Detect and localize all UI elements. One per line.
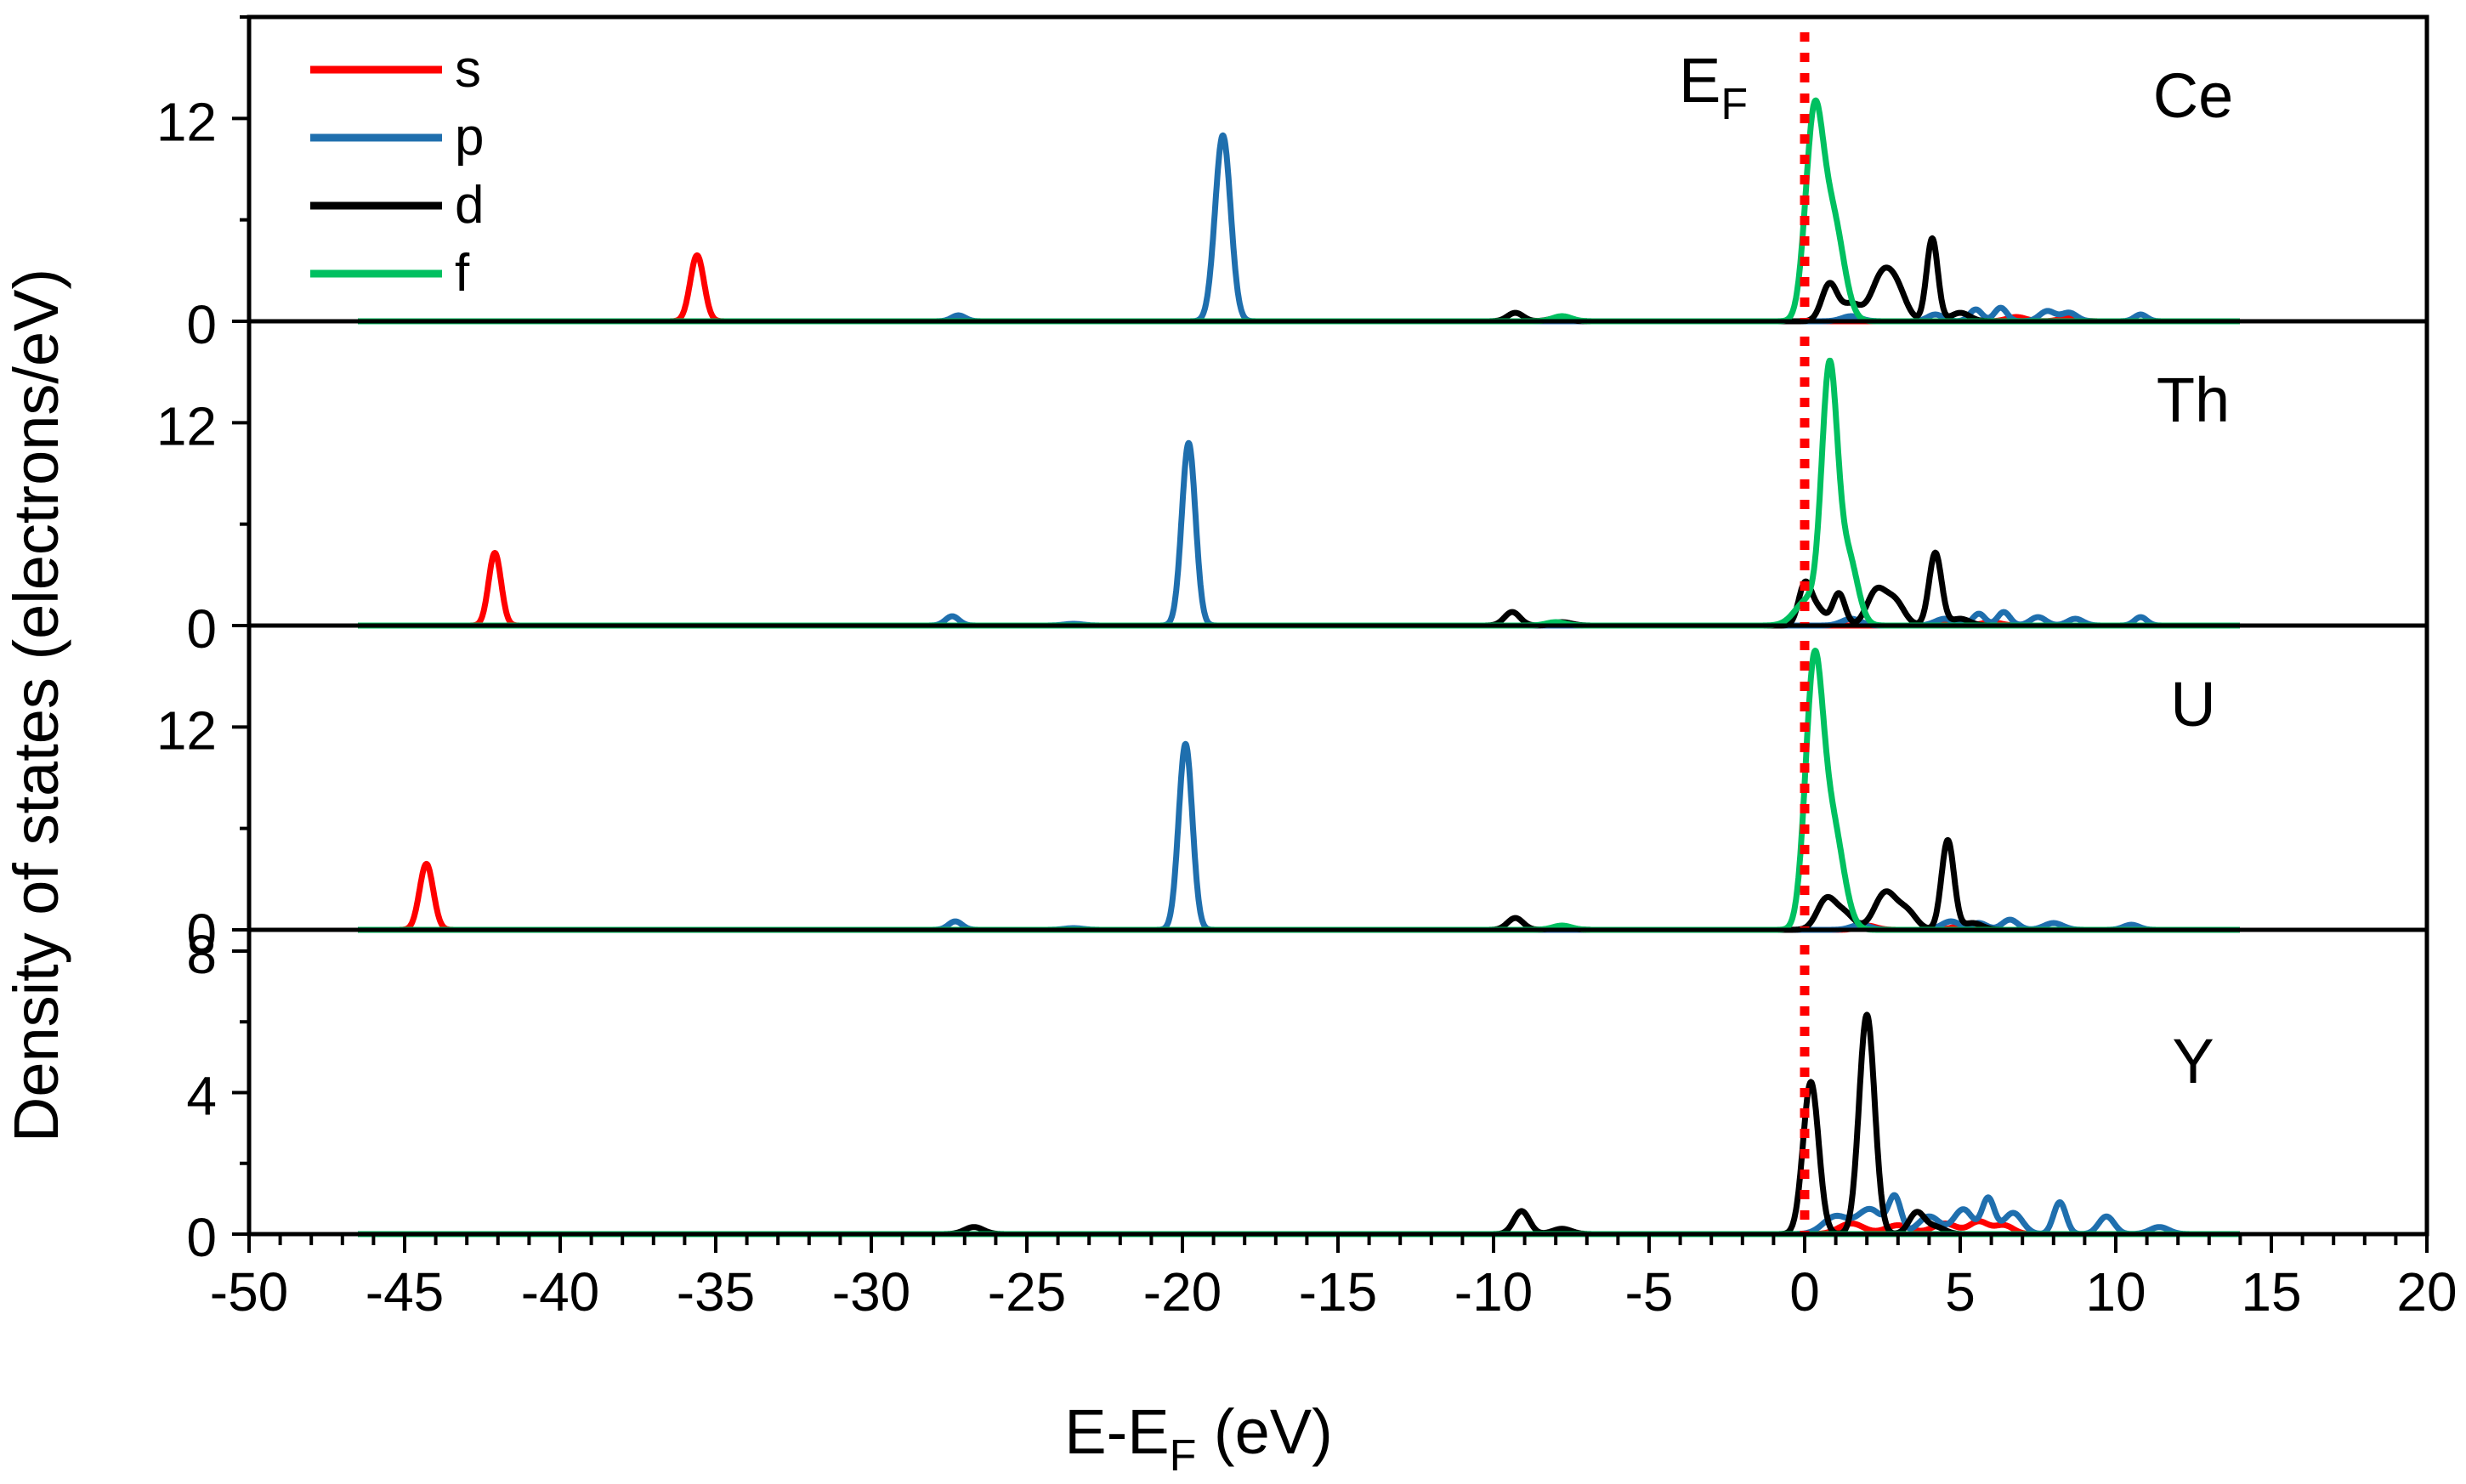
panel-frame-th [247,319,2429,628]
legend-label-p: p [455,108,484,167]
y-tick-label-th: 12 [156,395,217,456]
legend-label-d: d [455,176,484,235]
x-tick-label: 5 [1945,1261,1976,1323]
panel-label-y: Y [2172,1026,2214,1096]
x-tick-label: -50 [210,1261,289,1323]
x-tick-label: 0 [1789,1261,1820,1323]
series-line-d-y [355,1011,2242,1238]
x-tick-label: -30 [832,1261,911,1323]
series-line-s-th [355,550,2242,629]
panel-ce: 0 12 Ce [156,14,2429,355]
series-line-f-ce [355,97,2242,325]
x-axis-label-unit: (eV) [1196,1396,1332,1467]
panels-group: 0 12 Ce 0 12 Th 0 12 U 0 4 8 Y [156,14,2429,1268]
panel-u: 0 12 U [156,623,2429,964]
y-tick-label-y: 4 [186,1065,217,1126]
legend-label-f: f [455,244,470,303]
x-tick-label: -20 [1143,1261,1222,1323]
x-tick-label: 20 [2396,1261,2457,1323]
panel-y: 0 4 8 Y [186,924,2429,1268]
x-tick-label: -35 [677,1261,756,1323]
y-tick-label-th: 0 [186,598,217,660]
series-line-f-th [355,357,2242,629]
fermi-label: EF [1679,45,1748,129]
x-axis: -50 -45 -40 -35 -30 -25 -20 -15 -10 -5 0 5 10 15 20 [210,1234,2457,1323]
panel-label-u: U [2170,669,2215,739]
x-tick-label: 15 [2241,1261,2301,1323]
series-line-d-ce [355,235,2242,325]
x-axis-label: E-EF (eV) [1064,1396,1332,1481]
y-tick-label-y: 8 [186,924,217,985]
x-tick-label: -45 [366,1261,445,1323]
y-tick-label-u: 0 [186,903,217,964]
panel-frame-ce [247,14,2429,324]
y-tick-label-u: 12 [156,700,217,761]
panel-frame-u [247,623,2429,932]
fermi-label-subscript: F [1721,80,1748,129]
x-tick-label: 10 [2085,1261,2146,1323]
series-line-p-th [355,439,2242,629]
panel-label-ce: Ce [2153,60,2234,131]
series-line-p-ce [355,132,2242,325]
x-tick-label: -5 [1625,1261,1674,1323]
panel-frame-y [247,927,2429,1237]
x-axis-label-subscript: F [1170,1431,1197,1481]
y-tick-label-ce: 12 [156,91,217,152]
panel-label-th: Th [2157,365,2230,435]
y-tick-label-y: 0 [186,1207,217,1268]
y-axis-label: Density of states (electrons/eV) [1,269,71,1142]
legend-label-s: s [455,40,481,99]
x-tick-label: -40 [521,1261,600,1323]
x-tick-label: -25 [988,1261,1067,1323]
series-line-d-u [355,836,2242,933]
series-line-d-th [355,549,2242,629]
x-tick-label: -15 [1299,1261,1378,1323]
y-tick-label-ce: 0 [186,294,217,355]
panel-th: 0 12 Th [156,319,2429,660]
x-tick-label: -10 [1454,1261,1533,1323]
